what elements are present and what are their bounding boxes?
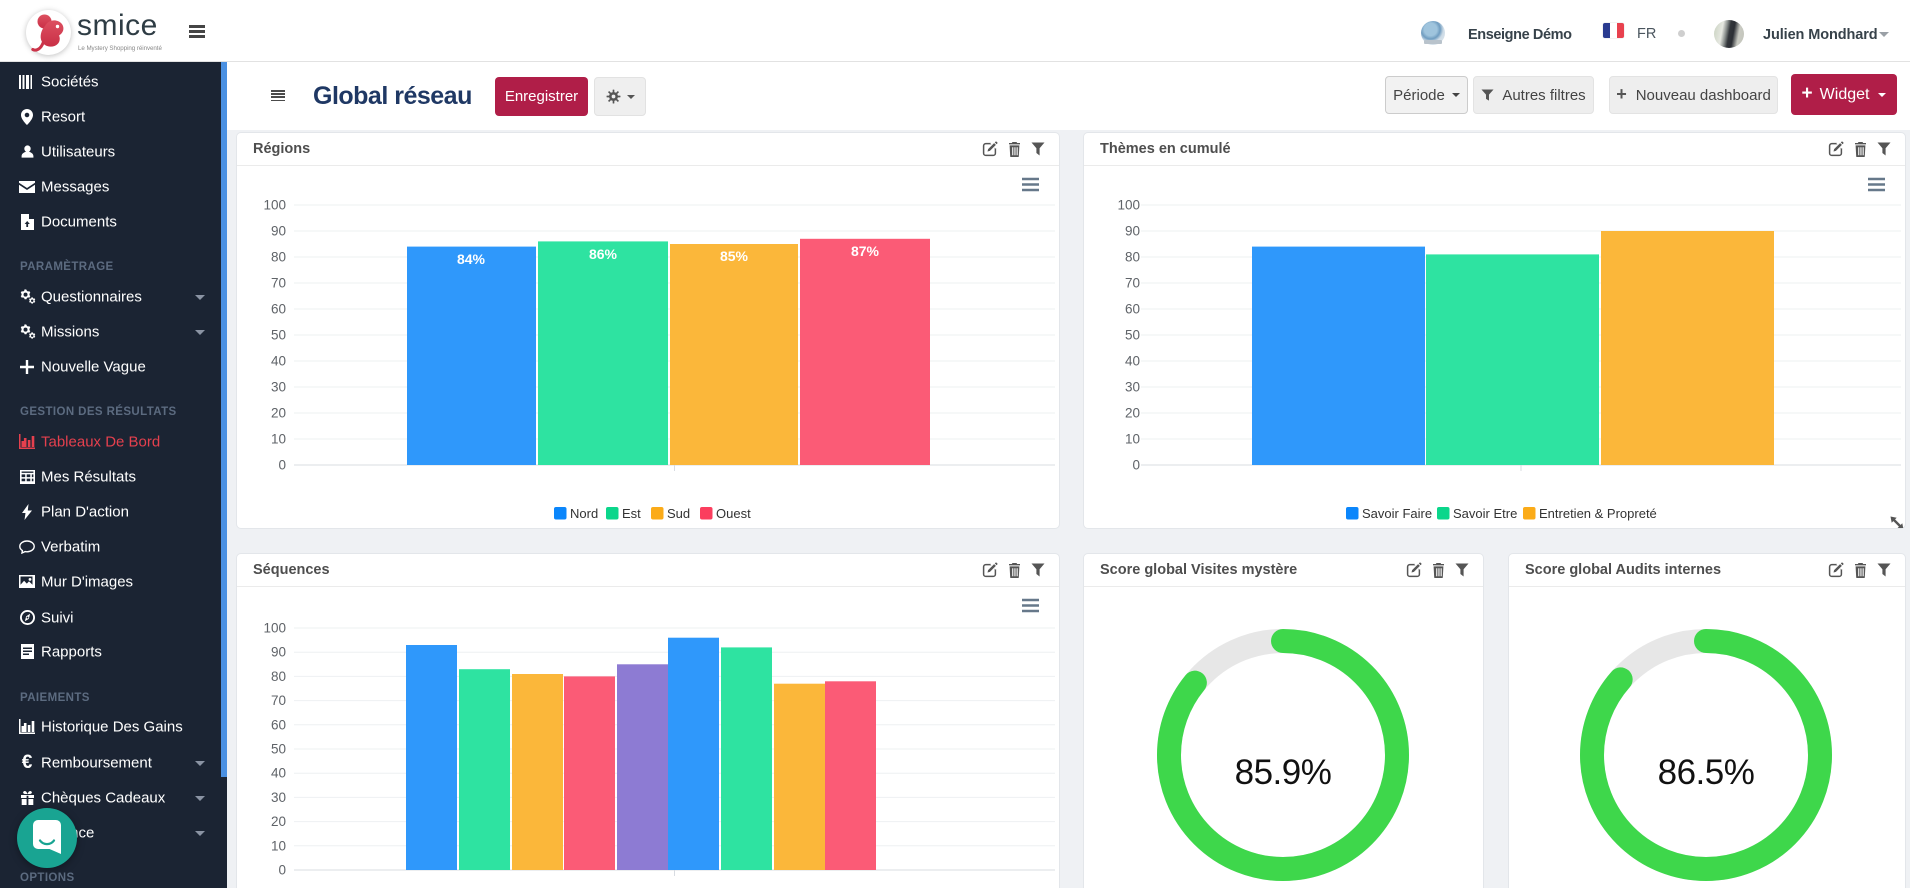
svg-text:Est: Est — [622, 506, 641, 521]
svg-text:80: 80 — [271, 669, 286, 684]
svg-text:85%: 85% — [720, 248, 749, 264]
svg-text:100: 100 — [263, 621, 286, 636]
svg-text:100: 100 — [263, 198, 286, 213]
svg-text:30: 30 — [271, 790, 286, 805]
svg-text:86.5%: 86.5% — [1658, 753, 1755, 792]
svg-text:10: 10 — [271, 838, 286, 853]
svg-text:30: 30 — [271, 380, 286, 395]
svg-text:90: 90 — [271, 224, 286, 239]
svg-text:30: 30 — [1125, 380, 1140, 395]
svg-text:Savoir Etre: Savoir Etre — [1453, 506, 1517, 521]
svg-text:Sud: Sud — [667, 506, 690, 521]
svg-text:Nord: Nord — [570, 506, 598, 521]
svg-text:Entretien & Propreté: Entretien & Propreté — [1539, 506, 1657, 521]
svg-text:20: 20 — [271, 814, 286, 829]
svg-text:80: 80 — [271, 250, 286, 265]
svg-text:0: 0 — [278, 458, 286, 473]
svg-text:85.9%: 85.9% — [1235, 753, 1332, 792]
svg-text:60: 60 — [271, 302, 286, 317]
svg-text:60: 60 — [271, 717, 286, 732]
svg-text:90: 90 — [271, 645, 286, 660]
svg-text:86%: 86% — [589, 246, 618, 262]
svg-text:100: 100 — [1117, 198, 1140, 213]
svg-text:50: 50 — [271, 742, 286, 757]
svg-text:50: 50 — [1125, 328, 1140, 343]
svg-text:0: 0 — [278, 863, 286, 878]
svg-text:80: 80 — [1125, 250, 1140, 265]
svg-text:40: 40 — [271, 766, 286, 781]
svg-text:0: 0 — [1132, 458, 1140, 473]
svg-text:10: 10 — [1125, 432, 1140, 447]
svg-text:60: 60 — [1125, 302, 1140, 317]
svg-text:20: 20 — [1125, 406, 1140, 421]
svg-text:84%: 84% — [457, 251, 486, 267]
svg-text:50: 50 — [271, 328, 286, 343]
svg-text:70: 70 — [1125, 276, 1140, 291]
svg-text:87%: 87% — [851, 243, 880, 259]
svg-text:70: 70 — [271, 693, 286, 708]
svg-text:20: 20 — [271, 406, 286, 421]
svg-text:40: 40 — [271, 354, 286, 369]
svg-text:70: 70 — [271, 276, 286, 291]
svg-text:40: 40 — [1125, 354, 1140, 369]
svg-text:10: 10 — [271, 432, 286, 447]
svg-text:Savoir Faire: Savoir Faire — [1362, 506, 1432, 521]
svg-text:90: 90 — [1125, 224, 1140, 239]
svg-text:Ouest: Ouest — [716, 506, 751, 521]
